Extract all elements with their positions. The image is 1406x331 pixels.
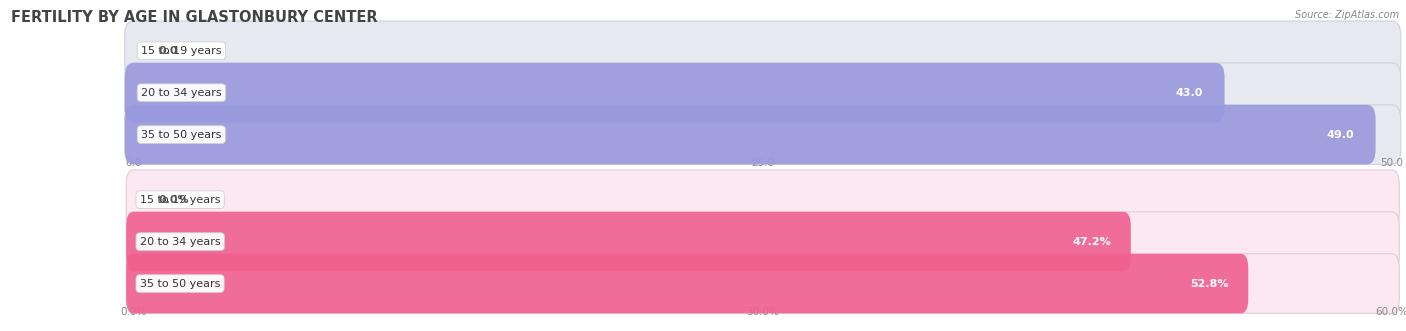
FancyBboxPatch shape xyxy=(127,254,1249,313)
Text: 15 to 19 years: 15 to 19 years xyxy=(139,195,221,205)
Text: 0.0: 0.0 xyxy=(159,46,179,56)
FancyBboxPatch shape xyxy=(127,170,1399,229)
Text: 52.8%: 52.8% xyxy=(1189,279,1229,289)
Text: FERTILITY BY AGE IN GLASTONBURY CENTER: FERTILITY BY AGE IN GLASTONBURY CENTER xyxy=(11,10,378,25)
Text: Source: ZipAtlas.com: Source: ZipAtlas.com xyxy=(1295,10,1399,20)
Text: 43.0: 43.0 xyxy=(1175,88,1204,98)
FancyBboxPatch shape xyxy=(127,254,1399,313)
Text: 35 to 50 years: 35 to 50 years xyxy=(141,130,222,140)
Text: 20 to 34 years: 20 to 34 years xyxy=(139,237,221,247)
FancyBboxPatch shape xyxy=(125,105,1375,165)
Text: 35 to 50 years: 35 to 50 years xyxy=(139,279,221,289)
FancyBboxPatch shape xyxy=(125,63,1400,122)
Text: 47.2%: 47.2% xyxy=(1073,237,1111,247)
FancyBboxPatch shape xyxy=(127,212,1130,271)
Text: 20 to 34 years: 20 to 34 years xyxy=(141,88,222,98)
Text: 49.0: 49.0 xyxy=(1327,130,1354,140)
FancyBboxPatch shape xyxy=(125,105,1400,165)
FancyBboxPatch shape xyxy=(125,21,1400,80)
Text: 15 to 19 years: 15 to 19 years xyxy=(141,46,222,56)
FancyBboxPatch shape xyxy=(127,212,1399,271)
FancyBboxPatch shape xyxy=(125,63,1225,122)
Text: 0.0%: 0.0% xyxy=(159,195,190,205)
